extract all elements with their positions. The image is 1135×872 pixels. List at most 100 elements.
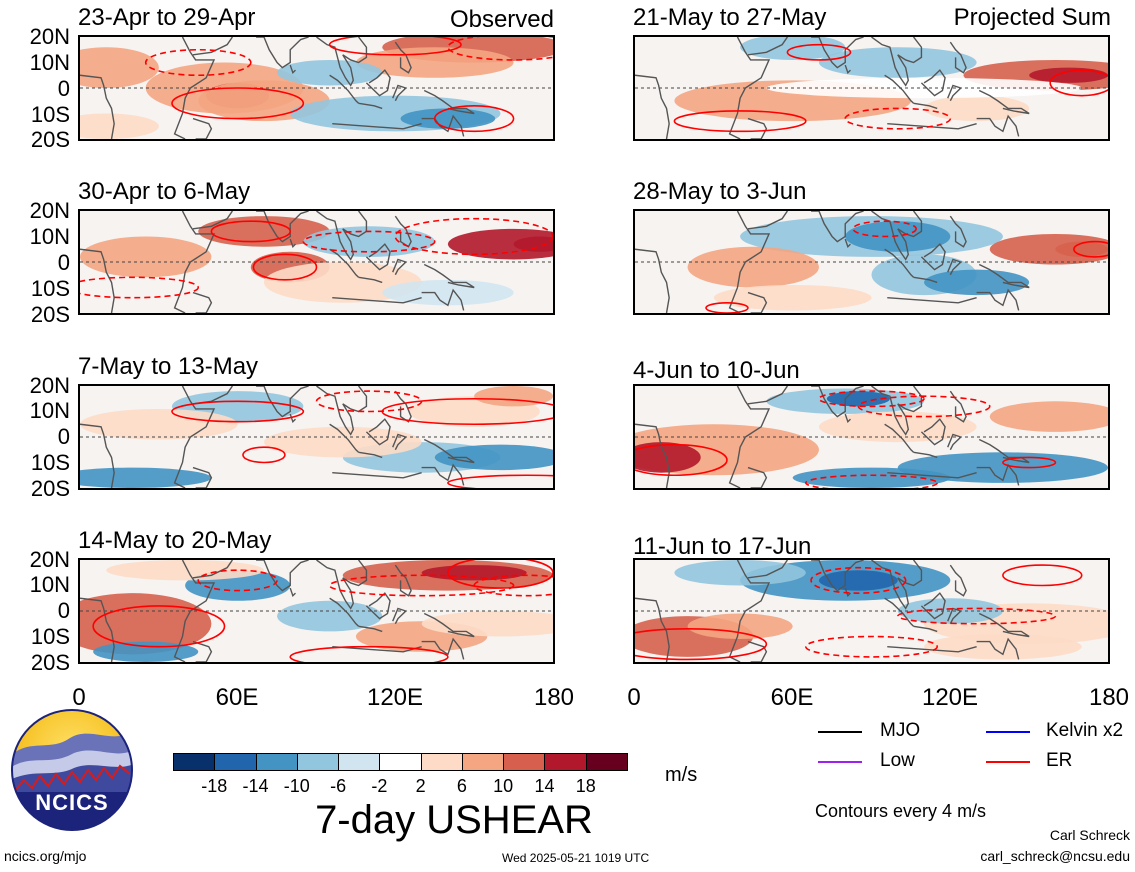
er-contour — [1002, 564, 1083, 587]
shear-anomaly-region — [80, 236, 212, 278]
coastline — [976, 288, 1020, 311]
coastline — [80, 74, 115, 139]
coastline — [635, 248, 670, 313]
coastline — [978, 263, 1030, 289]
coastline — [920, 69, 946, 97]
er-contour — [447, 474, 553, 488]
er-contour — [328, 574, 515, 597]
shear-anomaly-region — [263, 262, 422, 303]
coastline — [394, 215, 412, 248]
coastline — [365, 243, 391, 271]
lat-label: 20S — [30, 127, 70, 152]
shear-anomaly-region — [80, 113, 159, 139]
lat-label: 0 — [57, 598, 70, 623]
coastline — [192, 291, 213, 313]
lat-label: 20N — [29, 547, 70, 572]
coastline — [871, 386, 923, 436]
ncics-logo: NCICS — [10, 708, 134, 832]
coastline — [365, 418, 391, 446]
lat-label: 10N — [29, 50, 70, 75]
colorbar-tick-label: -14 — [242, 776, 269, 796]
coastline — [747, 560, 788, 579]
colorbar — [173, 753, 628, 771]
coastline — [329, 248, 360, 278]
coastline — [256, 560, 309, 592]
colorbar-tick-label: -18 — [201, 776, 228, 796]
author-email: carl_schreck@ncsu.edu — [980, 848, 1130, 864]
shear-anomaly-region — [447, 228, 553, 260]
map-panel — [633, 35, 1110, 141]
coastline — [635, 597, 670, 662]
legend-swatch-low — [818, 761, 862, 763]
coastline — [358, 102, 383, 110]
legend-swatch-er — [986, 761, 1030, 763]
lon-label: 180 — [533, 684, 575, 711]
coastline — [358, 625, 383, 633]
shear-anomaly-region — [674, 560, 806, 586]
coastline — [289, 64, 296, 74]
lat-label: 20S — [30, 650, 70, 675]
er-contour — [786, 43, 852, 61]
coastline — [887, 123, 977, 130]
coastline — [392, 258, 408, 276]
coastline — [256, 386, 309, 418]
coastline — [747, 291, 768, 313]
units-label: m/s — [665, 764, 698, 786]
coastline — [811, 211, 864, 243]
lon-label: 120E — [921, 684, 979, 711]
coastline — [289, 238, 296, 248]
coastline — [316, 211, 368, 261]
coastline — [887, 297, 977, 304]
coastline — [394, 41, 412, 74]
er-contour — [844, 107, 952, 130]
timestamp: Wed 2025-05-21 1019 UTC — [502, 851, 650, 865]
lat-label: 10N — [29, 224, 70, 249]
coastline — [394, 564, 412, 597]
lon-label: 120E — [366, 684, 424, 711]
coastline — [747, 117, 768, 139]
coastline — [913, 451, 938, 459]
coastline — [844, 413, 851, 423]
colorbar-tick-label: 14 — [534, 776, 555, 796]
coastline — [976, 463, 1020, 486]
coastline — [332, 297, 422, 304]
colorbar-tick-label: 6 — [456, 776, 467, 796]
map-panel — [78, 384, 555, 490]
legend-label: Kelvin x2 — [1046, 720, 1124, 741]
coastline — [173, 386, 216, 488]
coastline — [192, 211, 233, 230]
colorbar-cell — [420, 753, 463, 771]
shear-anomaly-region — [818, 411, 977, 443]
legend-swatch-mjo — [818, 731, 862, 733]
coastline — [728, 211, 771, 313]
coastline — [747, 37, 788, 56]
coastline — [635, 74, 670, 139]
map-panel — [633, 384, 1110, 490]
coastline — [173, 211, 216, 313]
lat-label: 10S — [30, 624, 70, 649]
panel-tag-projected: Projected Sum — [953, 4, 1111, 31]
coastline — [394, 390, 412, 423]
panel-tag-observed: Observed — [449, 6, 554, 33]
coastline — [329, 597, 360, 627]
colorbar-tick-label: -10 — [283, 776, 310, 796]
lat-label: 10S — [30, 450, 70, 475]
lat-label: 20N — [29, 198, 70, 223]
shear-anomaly-region — [263, 426, 422, 458]
coastline — [423, 263, 475, 289]
colorbar-tick-label: 10 — [493, 776, 514, 796]
coastline — [316, 37, 368, 87]
map-svg — [635, 37, 1108, 139]
coastline — [747, 386, 788, 405]
coastline — [80, 423, 115, 488]
colorbar-tick-label: 2 — [415, 776, 426, 796]
colorbar-tick-label: -6 — [330, 776, 347, 796]
er-contour — [857, 395, 991, 418]
coastline — [289, 413, 296, 423]
shear-anomaly-region — [106, 560, 264, 581]
shear-anomaly-region — [277, 600, 383, 632]
coastline — [884, 423, 915, 453]
coastline — [256, 211, 309, 243]
coastline — [392, 433, 408, 451]
shear-anomaly-region — [421, 611, 553, 637]
